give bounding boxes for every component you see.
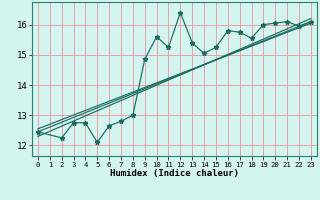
- X-axis label: Humidex (Indice chaleur): Humidex (Indice chaleur): [110, 169, 239, 178]
